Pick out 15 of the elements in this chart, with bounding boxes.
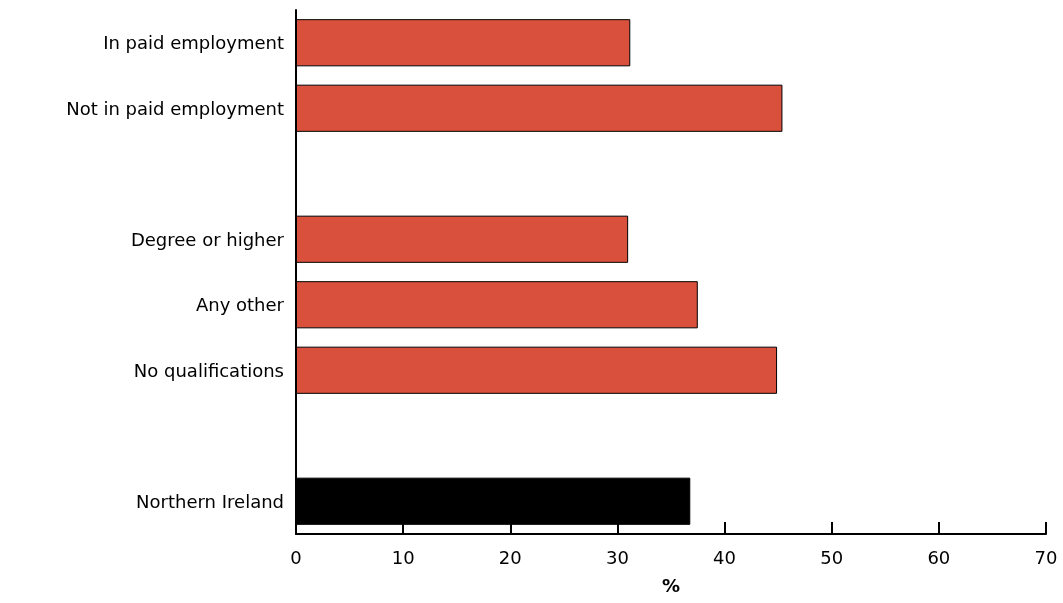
y-tick-label: Degree or higher	[130, 228, 285, 250]
x-tick-label: 40	[713, 546, 737, 568]
x-tick-label: 30	[605, 546, 629, 568]
x-tick-label: 70	[1034, 546, 1058, 568]
y-tick-label: Northern Ireland	[136, 490, 284, 512]
x-axis-title: %	[661, 574, 681, 596]
y-tick-label: Not in paid employment	[66, 97, 284, 119]
x-tick-label: 10	[391, 546, 415, 568]
y-tick-label: In paid employment	[103, 32, 284, 54]
x-tick-label: 50	[820, 546, 844, 568]
x-tick-label: 60	[927, 546, 951, 568]
x-tick-label: 20	[498, 546, 522, 568]
y-tick-label: No qualifications	[133, 359, 284, 381]
y-tick-label: Any other	[195, 294, 285, 316]
x-tick-label: 0	[290, 546, 302, 568]
